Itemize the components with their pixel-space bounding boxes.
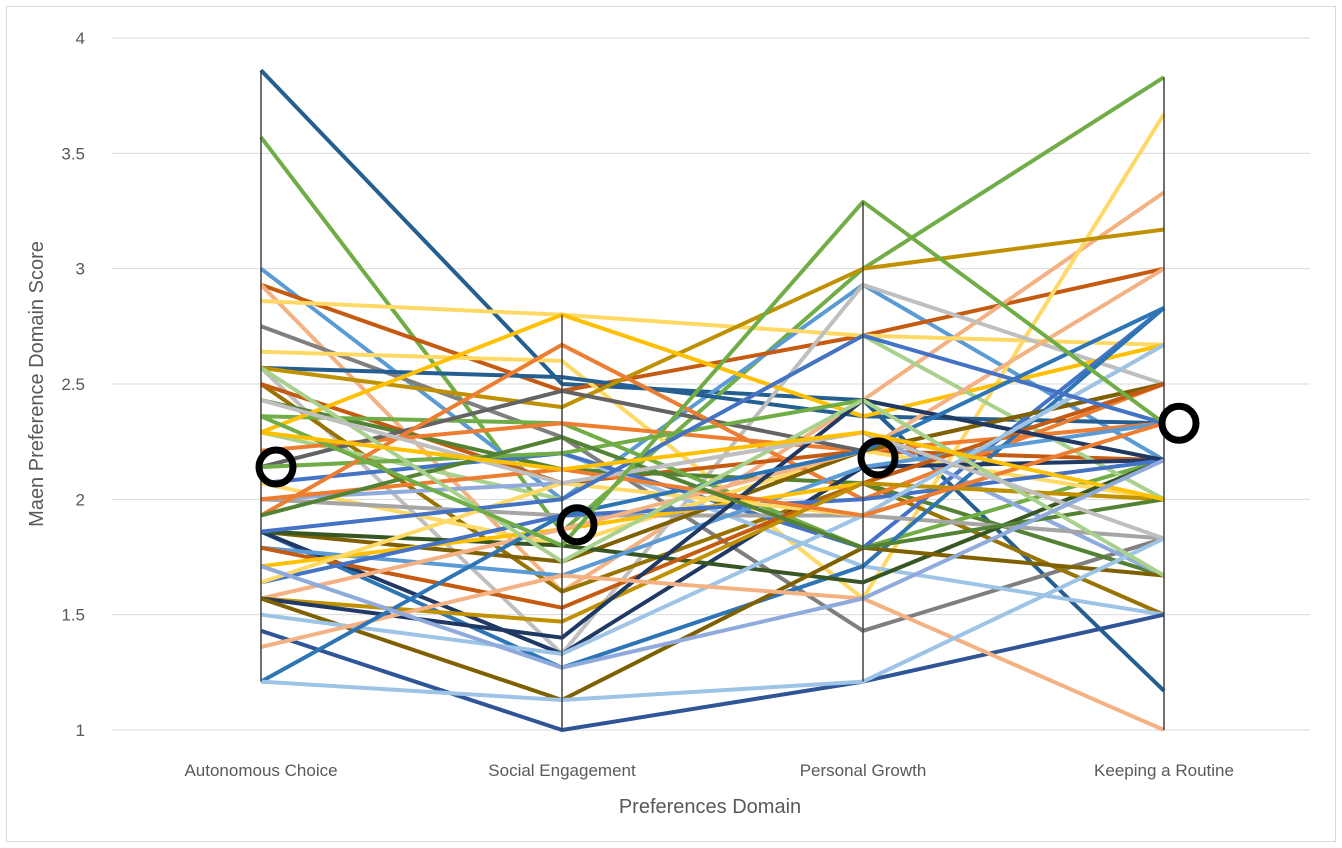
series-line: [260, 536, 1165, 702]
x-tick-label: Autonomous Choice: [184, 761, 337, 780]
series-line: [260, 435, 1165, 550]
series-line: [260, 458, 1165, 656]
series-line: [260, 458, 1165, 585]
series-line: [260, 398, 1165, 541]
y-tick-label: 2: [76, 490, 85, 509]
series-line: [260, 299, 1165, 347]
series-line: [260, 342, 1165, 518]
series-line: [259, 282, 1165, 656]
series-line: [259, 382, 1165, 617]
series-line: [260, 266, 1166, 601]
series-line: [260, 343, 1165, 656]
mean-marker: [255, 446, 297, 488]
series-lines: [259, 68, 1166, 732]
series-line: [260, 458, 1165, 670]
x-tick-label: Personal Growth: [800, 761, 927, 780]
series-line: [260, 199, 1166, 548]
series-line: [260, 227, 1165, 410]
mean-marker: [857, 437, 899, 479]
series-line: [260, 266, 1165, 393]
series-line: [260, 333, 1165, 534]
x-axis-title: Preferences Domain: [619, 796, 801, 818]
y-tick-label: 3.5: [61, 144, 85, 163]
series-line: [260, 545, 1165, 702]
series-line: [259, 75, 1166, 534]
series-line: [260, 324, 1165, 633]
series-line: [259, 366, 1166, 578]
mean-marker: [1158, 402, 1200, 444]
series-line: [260, 430, 1165, 502]
y-tick-label: 1: [76, 721, 85, 740]
series-line: [260, 573, 1165, 732]
series-line: [260, 113, 1166, 601]
y-tick-label: 2.5: [61, 375, 85, 394]
y-tick-label: 3: [76, 260, 85, 279]
x-tick-label: Social Engagement: [488, 761, 636, 780]
series-line: [259, 267, 1166, 502]
y-tick-labels: 1 1.5 2 2.5 3 3.5 4: [61, 29, 85, 740]
series-line: [260, 612, 1165, 732]
y-axis-title: Maen Preference Domain Score: [26, 241, 48, 527]
series-line: [260, 458, 1165, 585]
series-line: [260, 382, 1165, 610]
y-tick-label: 1.5: [61, 606, 85, 625]
x-tick-label: Keeping a Routine: [1094, 761, 1234, 780]
mean-markers: [255, 402, 1200, 546]
y-tick-label: 4: [76, 29, 85, 48]
x-tick-labels: Autonomous Choice Social Engagement Person…: [184, 761, 1233, 780]
mean-marker: [556, 504, 598, 546]
series-line: [260, 497, 1165, 541]
